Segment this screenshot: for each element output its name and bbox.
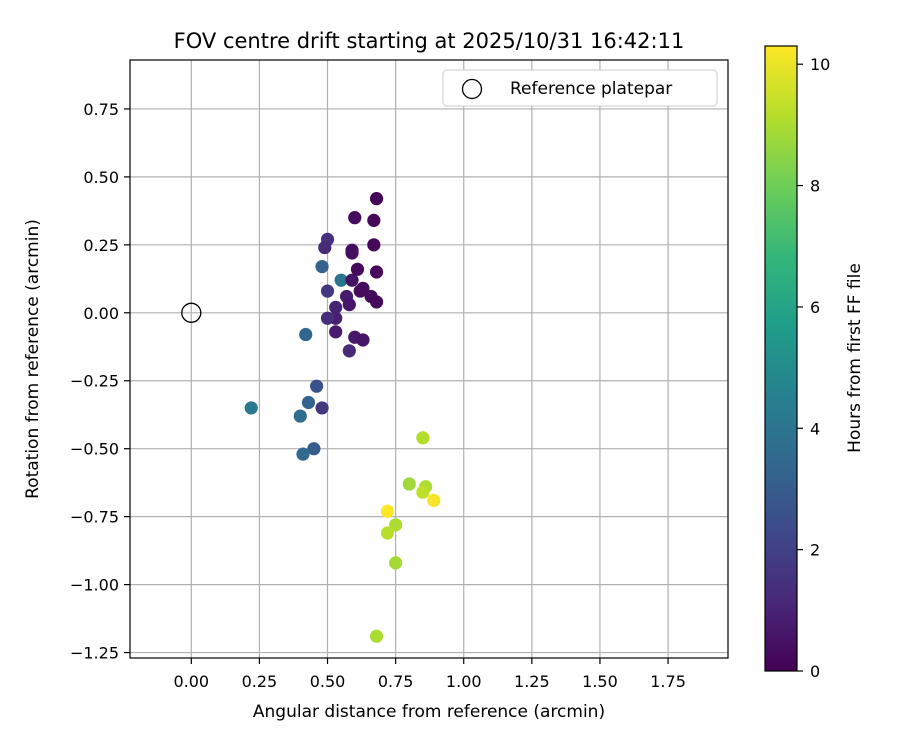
plot-area xyxy=(129,59,729,659)
x-tick-label: 1.25 xyxy=(514,672,550,691)
scatter-point xyxy=(416,485,430,499)
scatter-point xyxy=(318,240,332,255)
colorbar-ticks: 0 2 4 6 8 10 xyxy=(797,55,830,681)
colorbar-tick-label: 2 xyxy=(810,541,820,560)
scatter-point xyxy=(345,273,359,287)
scatter-point xyxy=(367,238,381,252)
scatter-point xyxy=(296,447,310,461)
y-tick-label: −0.25 xyxy=(70,372,119,391)
x-tick-label: 1.75 xyxy=(650,672,686,691)
scatter-point xyxy=(315,401,329,415)
y-tick-label: 0.75 xyxy=(83,100,119,119)
scatter-point xyxy=(353,284,367,298)
reference-platepar-marker xyxy=(181,302,202,323)
scatter-point xyxy=(402,477,416,491)
scatter-point xyxy=(307,442,321,456)
x-tick-label: 0.50 xyxy=(310,672,346,691)
scatter-point xyxy=(244,401,258,415)
x-tick-label: 0.25 xyxy=(242,672,278,691)
scatter-point xyxy=(356,333,370,347)
colorbar: 0 2 4 6 8 10 Hours from first FF file xyxy=(764,45,865,681)
scatter-point xyxy=(380,526,395,540)
x-tick-label: 1.50 xyxy=(582,672,618,691)
colorbar-tick-label: 4 xyxy=(810,419,820,438)
legend-box xyxy=(442,69,718,107)
scatter-point xyxy=(293,409,307,423)
scatter-point xyxy=(320,311,335,325)
scatter-point xyxy=(342,298,356,312)
x-axis-label: Angular distance from reference (arcmin) xyxy=(253,702,605,722)
scatter-point xyxy=(329,325,343,339)
y-axis-ticks: 0.75 0.50 0.25 0.00 −0.25 −0.50 −0.75 −1.00 −1.2… xyxy=(70,100,130,663)
scatter-point xyxy=(369,265,384,279)
y-tick-label: −1.25 xyxy=(70,644,119,663)
scatter-point xyxy=(369,192,384,206)
scatter-point xyxy=(334,273,348,287)
x-tick-label: 0.75 xyxy=(378,672,414,691)
scatter-point xyxy=(310,379,324,393)
colorbar-tick-label: 0 xyxy=(810,662,820,681)
scatter-point xyxy=(367,213,381,227)
y-tick-label: −0.75 xyxy=(70,508,119,527)
colorbar-label: Hours from first FF file xyxy=(845,263,865,453)
scatter-point xyxy=(329,300,343,314)
scatter-point xyxy=(315,259,329,274)
scatter-point xyxy=(416,431,430,445)
scatter-point xyxy=(348,211,362,225)
x-tick-label: 1.00 xyxy=(446,672,482,691)
y-tick-label: 0.50 xyxy=(83,168,119,187)
colorbar-tick-label: 8 xyxy=(810,177,820,196)
legend-marker-reference xyxy=(461,78,483,100)
scatter-point xyxy=(342,344,356,358)
scatter-point xyxy=(380,504,395,518)
scatter-point xyxy=(389,556,403,570)
y-tick-label: −1.00 xyxy=(70,576,119,595)
y-tick-label: −0.50 xyxy=(70,440,119,459)
scatter-point xyxy=(299,327,313,342)
scatter-point xyxy=(301,395,316,410)
scatter-point xyxy=(389,518,403,532)
scatter-point xyxy=(427,493,441,507)
legend-label-reference: Reference platepar xyxy=(510,79,672,99)
scatter-point xyxy=(345,246,359,260)
scatter-point xyxy=(350,262,365,276)
scatter-point xyxy=(369,295,384,309)
scatter-point xyxy=(369,629,384,643)
data-points xyxy=(181,192,441,643)
grid-lines xyxy=(130,60,728,658)
colorbar-gradient xyxy=(764,45,798,672)
y-axis-label: Rotation from reference (arcmin) xyxy=(23,219,43,499)
x-tick-label: 0.00 xyxy=(173,672,209,691)
y-tick-label: 0.25 xyxy=(83,236,119,255)
chart-title: FOV centre drift starting at 2025/10/31 … xyxy=(174,29,685,53)
scatter-point xyxy=(320,284,335,298)
x-axis-ticks: 0.00 0.25 0.50 0.75 1.00 1.25 1.50 1.75 xyxy=(173,658,686,691)
y-tick-label: 0.00 xyxy=(83,304,119,323)
colorbar-tick-label: 10 xyxy=(810,55,830,74)
colorbar-tick-label: 6 xyxy=(810,298,820,317)
legend: Reference platepar xyxy=(442,69,718,107)
